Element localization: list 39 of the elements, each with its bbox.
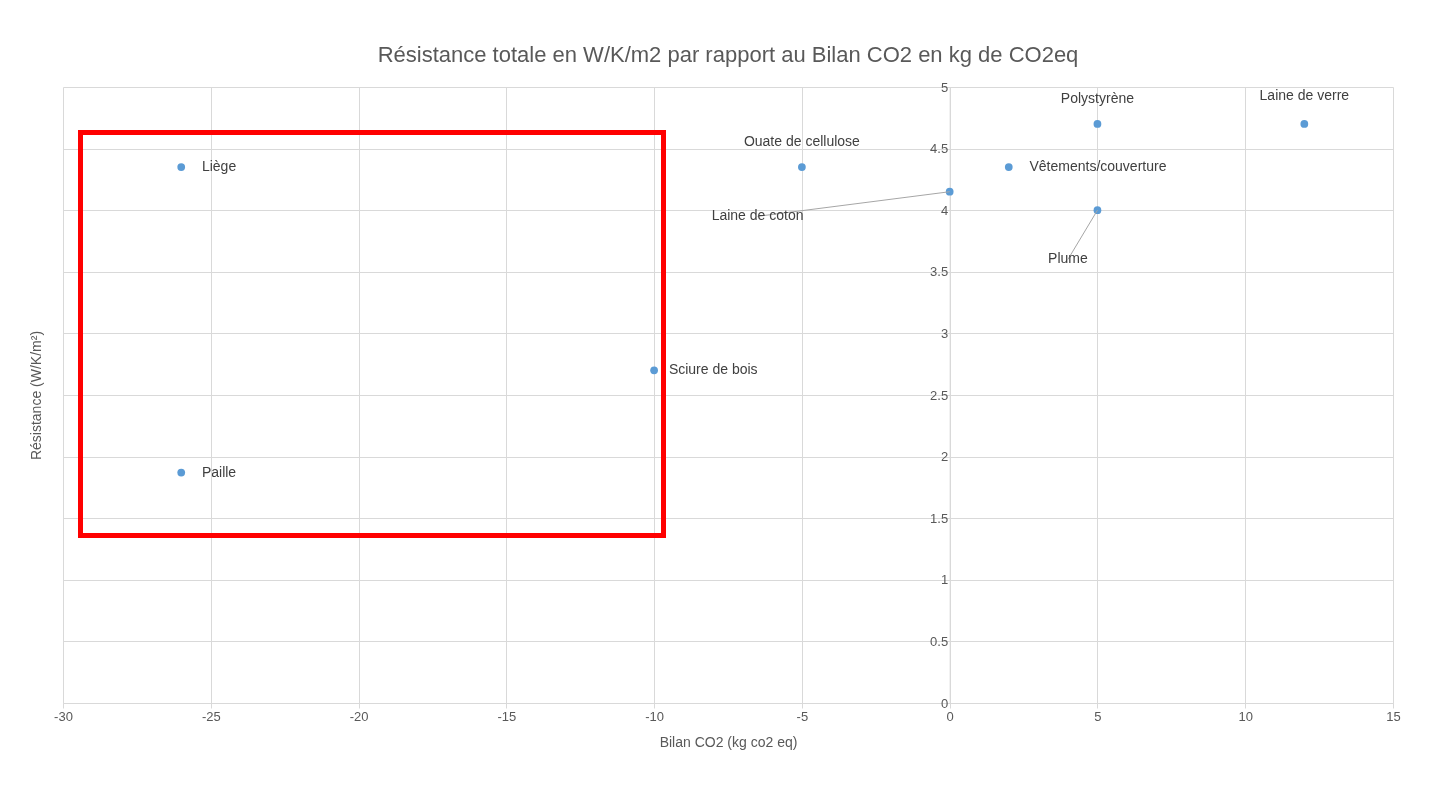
y-tick-label: 0.5	[930, 633, 949, 649]
y-tick-label: 4.5	[930, 141, 949, 157]
annotation: Paille	[201, 463, 237, 480]
x-tick-label: -30	[54, 708, 73, 724]
y-tick-label: 5	[940, 79, 949, 95]
annotation: Polystyrène	[1060, 90, 1135, 107]
annotation: Plume	[1048, 250, 1088, 267]
y-tick-label: 1.5	[930, 510, 949, 526]
point	[650, 366, 658, 375]
x-tick-label: -5	[796, 708, 809, 724]
y-tick-label: 1	[940, 572, 949, 588]
annotation: Vêtements/couverture	[1029, 158, 1167, 175]
point	[1300, 120, 1309, 128]
point	[177, 468, 186, 477]
y-tick-label: 3	[940, 325, 949, 341]
y-tick-label: 3.5	[930, 264, 949, 280]
point	[798, 163, 806, 171]
point	[1093, 120, 1102, 128]
annotation: Sciure de bois	[668, 361, 758, 378]
chart-title: Résistance totale en W/K/m2 par rapport au Bilan CO2 en kg de CO2eq	[377, 42, 1079, 67]
x-tick-label: -10	[645, 708, 665, 724]
annotation: Liège	[201, 158, 237, 175]
x-tick-label: -15	[497, 708, 517, 724]
x-tick-label: -20	[349, 708, 369, 724]
x-tick-label: 15	[1386, 708, 1401, 724]
y-tick-label: 0	[940, 695, 949, 711]
point	[177, 163, 186, 171]
x-tick-label: -25	[201, 708, 221, 724]
x-tick-label: 5	[1094, 708, 1102, 724]
y-tick-label: 2.5	[930, 387, 949, 403]
annotation: Laine de coton	[711, 207, 804, 224]
point	[1004, 163, 1013, 171]
annotation: Laine de verre	[1259, 86, 1350, 103]
y-tick-label: 2	[940, 449, 949, 465]
x-tick-label: 10	[1238, 708, 1253, 724]
y-axis-title: Résistance (W/K/m²)	[27, 330, 44, 461]
x-axis-title: Bilan CO2 (kg co2 eq)	[659, 733, 798, 750]
annotation: Ouate de cellulose	[743, 133, 861, 150]
y-tick-label: 4	[940, 202, 949, 218]
